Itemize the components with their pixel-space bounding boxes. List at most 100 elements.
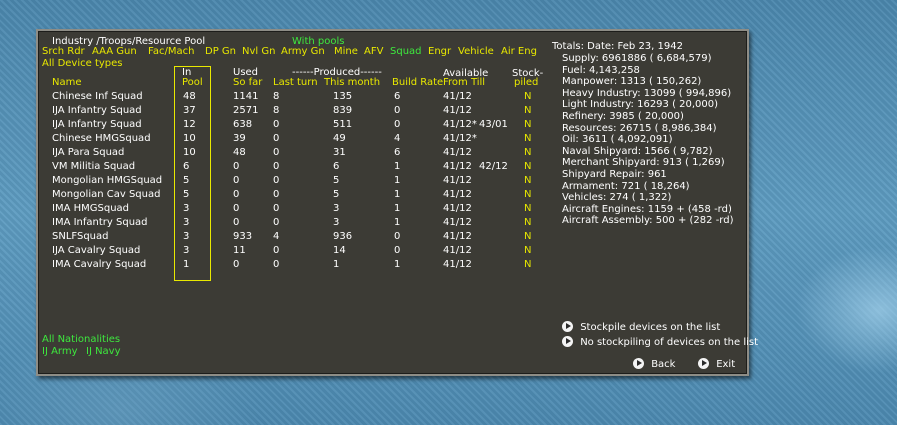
from-cell: 41/12* [443,133,477,144]
pool-cell: 5 [183,189,190,200]
piled-cell[interactable]: N [524,217,532,228]
piled-cell[interactable]: N [524,119,532,130]
build-rate-cell: 0 [394,231,401,242]
pool-cell: 12 [183,119,196,130]
col-piled[interactable]: piled [514,77,539,88]
last-turn-cell: 0 [273,245,280,256]
last-turn-cell: 0 [273,259,280,270]
filter-engr[interactable]: Engr [428,46,452,57]
totals-line: Resources: 26715 ( 8,986,384) [562,122,717,134]
name-cell: IMA HMGSquad [52,203,130,214]
pool-cell: 6 [183,161,190,172]
stockpile-on-button[interactable]: Stockpile devices on the list [562,321,720,334]
last-turn-cell: 0 [273,133,280,144]
piled-cell[interactable]: N [524,259,532,270]
pool-cell: 10 [183,147,196,158]
this-month-cell: 49 [333,133,346,144]
till-cell: 43/01 [479,119,508,130]
filter-mine[interactable]: Mine [334,46,358,57]
filter-fac-mach[interactable]: Fac/Mach [148,46,195,57]
filter-vehicle[interactable]: Vehicle [458,46,494,57]
from-cell: 41/12 [443,91,472,102]
filter-aaa-gun[interactable]: AAA Gun [92,46,137,57]
name-cell: IMA Infantry Squad [52,217,148,228]
name-cell: VM Militia Squad [52,161,136,172]
used-cell: 0 [233,203,240,214]
stockpile-off-button[interactable]: No stockpiling of devices on the list [562,336,758,349]
arrow-right-icon [562,321,573,332]
filter-army-gn[interactable]: Army Gn [281,46,325,57]
exit-button[interactable]: Exit [698,358,735,371]
filter-squad[interactable]: Squad [390,46,422,57]
piled-cell[interactable]: N [524,189,532,200]
last-turn-cell: 0 [273,119,280,130]
all-device-types-link[interactable]: All Device types [42,58,123,69]
filter-nvl-gn[interactable]: Nvl Gn [242,46,276,57]
pool-cell: 3 [183,217,190,228]
name-cell: IJA Infantry Squad [52,119,142,130]
name-cell: Mongolian HMGSquad [52,175,163,186]
name-cell: IJA Cavalry Squad [52,245,141,256]
from-cell: 41/12 [443,175,472,186]
totals-line: Fuel: 4,143,258 [562,64,640,76]
col-produced: ------Produced------ [292,67,382,78]
piled-cell[interactable]: N [524,105,532,116]
col-available: Available [443,68,489,79]
arrow-right-icon [698,358,709,369]
piled-cell[interactable]: N [524,231,532,242]
col-this-month[interactable]: This month [324,77,381,88]
used-cell: 0 [233,259,240,270]
used-cell: 48 [233,147,246,158]
this-month-cell: 3 [333,203,340,214]
filter-srch-rdr[interactable]: Srch Rdr [42,46,85,57]
totals-line: Aircraft Engines: 1159 + (458 -rd) [562,203,732,215]
used-cell: 0 [233,161,240,172]
build-rate-cell: 1 [394,175,401,186]
with-pools-toggle[interactable]: With pools [292,36,345,47]
col-from-till[interactable]: From Till [443,77,486,88]
col-so-far[interactable]: So far [233,77,263,88]
piled-cell[interactable]: N [524,203,532,214]
this-month-cell: 3 [333,217,340,228]
ij-army-link[interactable]: IJ Army [42,346,78,357]
pool-cell: 10 [183,133,196,144]
piled-cell[interactable]: N [524,245,532,256]
this-month-cell: 6 [333,161,340,172]
from-cell: 41/12 [443,203,472,214]
pool-cell: 3 [183,245,190,256]
this-month-cell: 936 [333,231,353,242]
last-turn-cell: 0 [273,203,280,214]
totals-line: Heavy Industry: 13099 ( 994,896) [562,87,732,99]
build-rate-cell: 1 [394,203,401,214]
all-nationalities-link[interactable]: All Nationalities [42,334,121,345]
filter-air-eng[interactable]: Air Eng [501,46,537,57]
piled-cell[interactable]: N [524,175,532,186]
piled-cell[interactable]: N [524,147,532,158]
back-label: Back [651,358,676,370]
piled-cell[interactable]: N [524,91,532,102]
totals-header: Totals: Date: Feb 23, 1942 [552,41,683,52]
filter-dp-gn[interactable]: DP Gn [205,46,236,57]
totals-line: Oil: 3611 ( 4,092,091) [562,134,673,146]
this-month-cell: 135 [333,91,353,102]
back-button[interactable]: Back [633,358,675,371]
pool-cell: 37 [183,105,196,116]
col-last-turn[interactable]: Last turn [273,77,318,88]
col-name[interactable]: Name [52,77,82,88]
piled-cell[interactable]: N [524,161,532,172]
totals-line: Shipyard Repair: 961 [562,169,667,180]
build-rate-cell: 1 [394,161,401,172]
build-rate-cell: 1 [394,189,401,200]
from-cell: 41/12 [443,161,472,172]
totals-line: Vehicles: 274 ( 1,322) [562,192,672,204]
this-month-cell: 5 [333,175,340,186]
used-cell: 11 [233,245,246,256]
stockpile-off-label: No stockpiling of devices on the list [580,336,759,348]
piled-cell[interactable]: N [524,133,532,144]
ij-navy-link[interactable]: IJ Navy [86,346,121,357]
name-cell: IJA Para Squad [52,147,125,158]
filter-afv[interactable]: AFV [364,46,384,57]
col-used: Used [233,67,259,78]
col-build-rate[interactable]: Build Rate [392,77,444,88]
col-pool[interactable]: Pool [182,77,203,88]
